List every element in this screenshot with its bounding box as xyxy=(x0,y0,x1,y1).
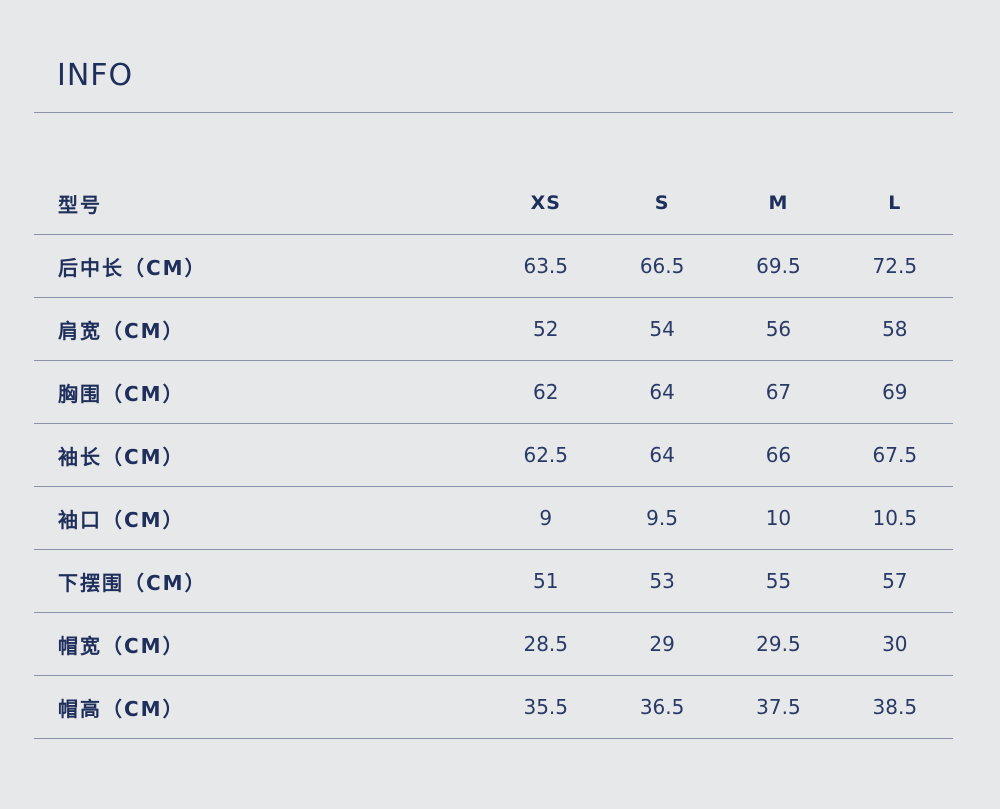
cell-value: 67 xyxy=(720,360,837,424)
row-label: 袖长（CM） xyxy=(34,423,488,487)
table-row: 后中长（CM） 63.5 66.5 69.5 72.5 xyxy=(34,234,953,298)
page-title: INFO xyxy=(57,58,134,93)
row-label: 帽宽（CM） xyxy=(34,612,488,676)
table-row: 帽宽（CM） 28.5 29 29.5 30 xyxy=(34,612,953,676)
cell-value: 35.5 xyxy=(487,675,604,739)
cell-value: 62.5 xyxy=(487,423,604,487)
cell-value: 51 xyxy=(487,549,604,613)
cell-value: 66.5 xyxy=(603,234,721,298)
header-size-l: L xyxy=(836,172,953,235)
header-label: 型号 xyxy=(34,172,488,235)
cell-value: 56 xyxy=(720,297,837,361)
cell-value: 9.5 xyxy=(603,486,721,550)
cell-value: 66 xyxy=(720,423,837,487)
cell-value: 10.5 xyxy=(836,486,953,550)
cell-value: 58 xyxy=(836,297,953,361)
row-label: 肩宽（CM） xyxy=(34,297,488,361)
cell-value: 37.5 xyxy=(720,675,837,739)
cell-value: 67.5 xyxy=(836,423,953,487)
cell-value: 29 xyxy=(603,612,721,676)
row-label: 帽高（CM） xyxy=(34,675,488,739)
header-size-s: S xyxy=(603,172,721,235)
cell-value: 69 xyxy=(836,360,953,424)
cell-value: 29.5 xyxy=(720,612,837,676)
cell-value: 69.5 xyxy=(720,234,837,298)
header-size-m: M xyxy=(720,172,837,235)
row-label: 下摆围（CM） xyxy=(34,549,488,613)
table-header-row: 型号 XS S M L xyxy=(34,172,953,235)
cell-value: 57 xyxy=(836,549,953,613)
cell-value: 9 xyxy=(487,486,604,550)
cell-value: 72.5 xyxy=(836,234,953,298)
cell-value: 54 xyxy=(603,297,721,361)
cell-value: 28.5 xyxy=(487,612,604,676)
table-row: 帽高（CM） 35.5 36.5 37.5 38.5 xyxy=(34,675,953,739)
cell-value: 10 xyxy=(720,486,837,550)
cell-value: 64 xyxy=(603,423,721,487)
cell-value: 63.5 xyxy=(487,234,604,298)
cell-value: 64 xyxy=(603,360,721,424)
table-row: 下摆围（CM） 51 53 55 57 xyxy=(34,549,953,613)
cell-value: 36.5 xyxy=(603,675,721,739)
table-row: 袖口（CM） 9 9.5 10 10.5 xyxy=(34,486,953,550)
cell-value: 38.5 xyxy=(836,675,953,739)
table-row: 袖长（CM） 62.5 64 66 67.5 xyxy=(34,423,953,487)
row-label: 胸围（CM） xyxy=(34,360,488,424)
cell-value: 30 xyxy=(836,612,953,676)
table-row: 胸围（CM） 62 64 67 69 xyxy=(34,360,953,424)
cell-value: 52 xyxy=(487,297,604,361)
row-label: 后中长（CM） xyxy=(34,234,488,298)
table-row: 肩宽（CM） 52 54 56 58 xyxy=(34,297,953,361)
header-size-xs: XS xyxy=(487,172,604,235)
cell-value: 53 xyxy=(603,549,721,613)
cell-value: 55 xyxy=(720,549,837,613)
row-label: 袖口（CM） xyxy=(34,486,488,550)
cell-value: 62 xyxy=(487,360,604,424)
title-divider xyxy=(34,112,953,113)
size-chart-table: 型号 XS S M L 后中长（CM） 63.5 66.5 69.5 72.5 … xyxy=(34,172,953,739)
